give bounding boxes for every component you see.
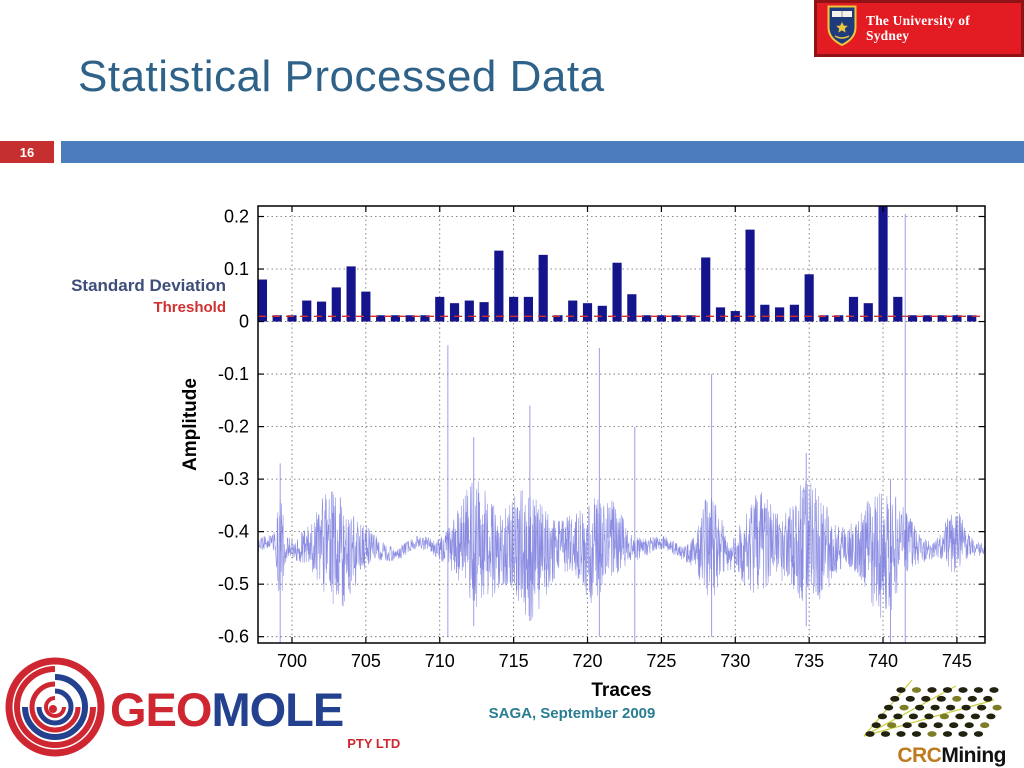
- svg-text:-0.5: -0.5: [218, 574, 249, 594]
- page-number-badge: 16: [0, 141, 54, 163]
- svg-text:-0.3: -0.3: [218, 469, 249, 489]
- svg-text:0: 0: [239, 312, 249, 332]
- svg-text:720: 720: [572, 651, 602, 671]
- crcmining-wordmark: CRCMining: [846, 745, 1006, 766]
- svg-text:-0.4: -0.4: [218, 522, 249, 542]
- university-banner-text: The University of Sydney: [866, 12, 970, 43]
- crcmining-dots-icon: [856, 679, 1006, 744]
- svg-text:0.1: 0.1: [224, 259, 249, 279]
- crcmining-crc-text: CRC: [897, 744, 942, 767]
- svg-text:725: 725: [646, 651, 676, 671]
- geomole-spiral-icon: [4, 656, 106, 763]
- svg-text:735: 735: [794, 651, 824, 671]
- footer-caption: SAGA, September 2009: [488, 705, 656, 722]
- svg-text:0.2: 0.2: [224, 207, 249, 227]
- svg-text:700: 700: [277, 651, 307, 671]
- svg-text:745: 745: [942, 651, 972, 671]
- svg-text:Amplitude: Amplitude: [180, 378, 201, 471]
- geomole-ptyltd-text: PTY LTD: [347, 736, 401, 751]
- crcmining-mining-text: Mining: [941, 744, 1006, 767]
- geomole-logo: GEOMOLE PTY LTD: [4, 656, 400, 763]
- legend-standard-deviation-label: Standard Deviation: [71, 276, 226, 295]
- svg-text:730: 730: [720, 651, 750, 671]
- svg-text:715: 715: [499, 651, 529, 671]
- svg-text:710: 710: [425, 651, 455, 671]
- svg-text:-0.6: -0.6: [218, 627, 249, 647]
- svg-text:-0.1: -0.1: [218, 364, 249, 384]
- page-title: Statistical Processed Data: [78, 52, 605, 101]
- svg-text:740: 740: [868, 651, 898, 671]
- crcmining-logo: CRCMining: [846, 678, 1006, 766]
- university-of-sydney-logo: The University of Sydney: [814, 0, 1024, 57]
- svg-text:-0.2: -0.2: [218, 417, 249, 437]
- legend-threshold-label: Threshold: [153, 299, 226, 316]
- geomole-mole-text: MOLE: [211, 683, 344, 736]
- amplitude-traces-chart: 700 705 710 715 720 725 730 735 740 745 0.2 0.1 0 -0.…: [168, 194, 998, 701]
- geomole-geo-text: GEO: [110, 683, 212, 736]
- chart-canvas: 700 705 710 715 720 725 730 735 740 745 0.2 0.1 0 -0.…: [180, 205, 986, 701]
- university-crest-icon: [827, 5, 857, 52]
- svg-text:Traces: Traces: [591, 680, 651, 699]
- geomole-wordmark: GEOMOLE: [110, 682, 344, 737]
- svg-text:705: 705: [351, 651, 381, 671]
- header-divider-bar: [61, 141, 1024, 163]
